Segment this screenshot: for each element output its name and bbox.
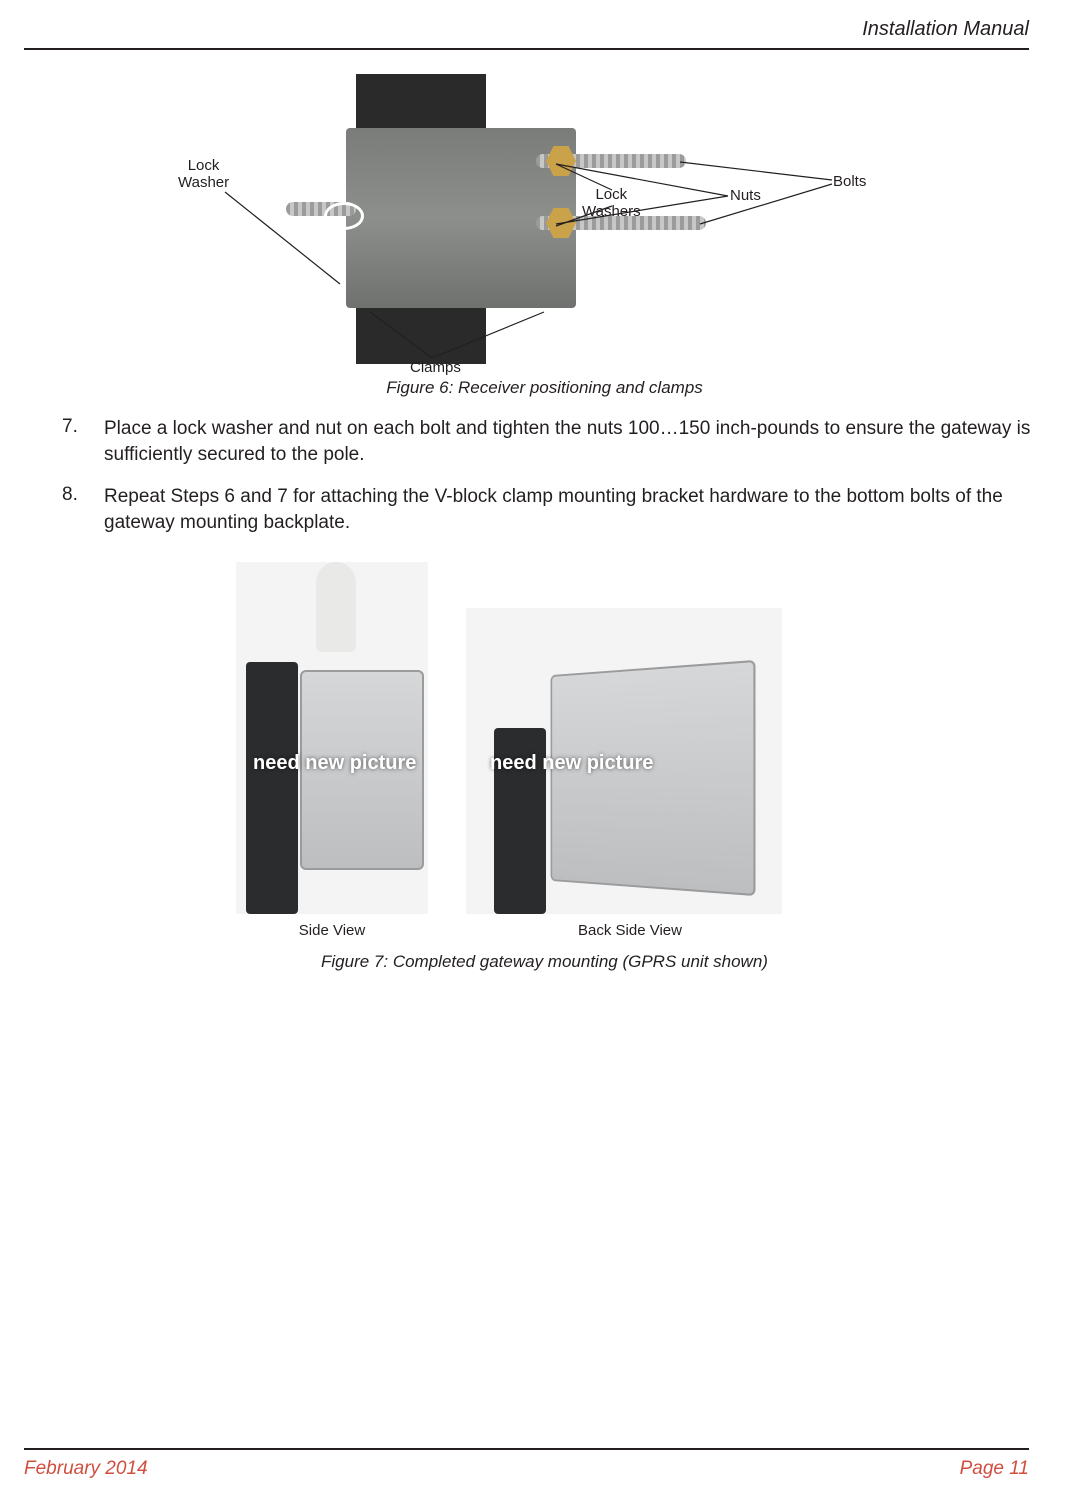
figure-7-caption: Figure 7: Completed gateway mounting (GP… <box>0 952 1089 972</box>
page: Installation Manual Lock Washer Lock Was… <box>0 0 1089 1504</box>
figure-6-lines <box>0 74 1089 399</box>
step-8-text: Repeat Steps 6 and 7 for attaching the V… <box>104 484 1069 535</box>
step-8-number: 8. <box>62 484 78 506</box>
figure-7-left-label: Side View <box>236 922 428 939</box>
header-rule <box>24 48 1029 50</box>
figure-7-right-label: Back Side View <box>510 922 750 939</box>
enclosure-back <box>551 660 756 896</box>
step-7-number: 7. <box>62 416 78 438</box>
figure-6: Lock Washer Lock Washers Nuts Bolts Clam… <box>0 74 1089 399</box>
overlay-right: need new picture <box>490 752 653 775</box>
step-7-text: Place a lock washer and nut on each bolt… <box>104 416 1069 467</box>
antenna-side <box>316 562 356 652</box>
header-title: Installation Manual <box>862 18 1029 41</box>
figure-6-caption: Figure 6: Receiver positioning and clamp… <box>0 378 1089 398</box>
pole-side <box>246 662 298 914</box>
footer-date: February 2014 <box>24 1458 148 1480</box>
footer-rule <box>24 1448 1029 1450</box>
figure-7-side-photo <box>236 562 428 914</box>
overlay-left: need new picture <box>253 752 416 775</box>
footer-page: Page 11 <box>960 1458 1029 1480</box>
